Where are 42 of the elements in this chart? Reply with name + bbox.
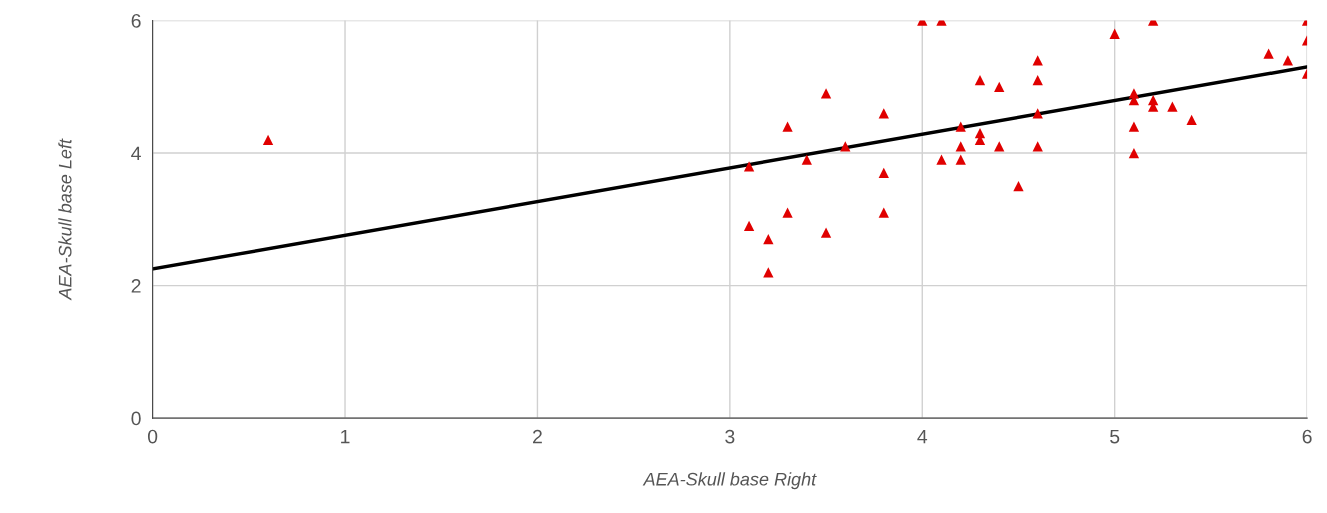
point	[1167, 101, 1178, 112]
point	[1186, 114, 1197, 126]
point	[743, 220, 755, 232]
point	[936, 154, 947, 165]
point	[955, 154, 966, 165]
point	[1013, 181, 1024, 192]
point	[994, 81, 1005, 92]
x-tick-label: 2	[533, 429, 542, 444]
point	[1032, 75, 1043, 86]
y-tick-label: 2	[131, 279, 141, 293]
x-tick-label: 0	[147, 429, 158, 444]
point	[782, 121, 793, 132]
x-tick-label: 1	[341, 429, 350, 444]
y-tick-label: 6	[131, 13, 141, 28]
x-tick-label: 3	[725, 429, 735, 444]
point	[1109, 28, 1120, 39]
point	[878, 207, 889, 218]
point	[974, 75, 986, 86]
point	[840, 141, 851, 152]
point	[1128, 121, 1140, 132]
x-tick-label: 4	[917, 429, 928, 444]
point	[1263, 48, 1274, 59]
x-tick-label: 6	[1302, 429, 1312, 444]
point	[743, 161, 755, 172]
point	[801, 154, 812, 165]
y-tick-label: 0	[131, 411, 141, 426]
point	[994, 141, 1005, 152]
point	[763, 234, 774, 245]
point	[1282, 55, 1293, 66]
point	[955, 121, 966, 132]
point	[878, 167, 889, 179]
point	[820, 88, 832, 99]
point	[782, 207, 793, 218]
point	[955, 141, 966, 152]
y-tick-label: 4	[131, 146, 141, 161]
point	[820, 227, 832, 238]
point	[262, 134, 274, 145]
x-axis-title: AEA-Skull base Right	[642, 472, 817, 490]
y-axis-title: AEA-Skull base Left	[58, 138, 72, 301]
x-tick-label: 5	[1110, 429, 1120, 444]
point	[1032, 141, 1043, 152]
point	[1128, 147, 1140, 159]
